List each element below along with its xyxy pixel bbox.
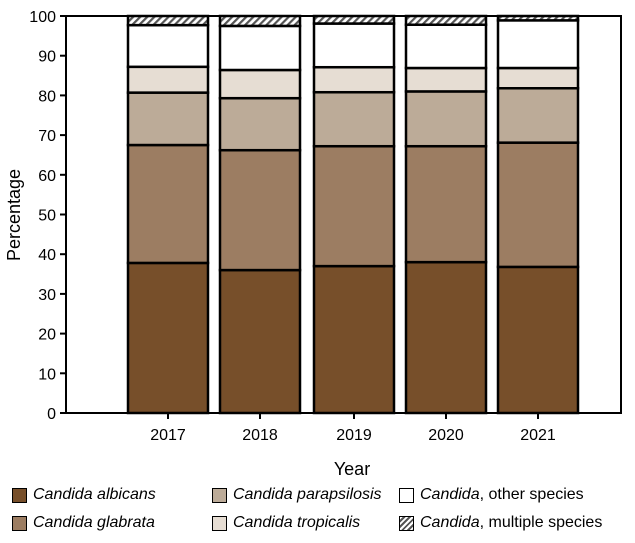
- bar-segment: [218, 148, 302, 272]
- legend-label: Candida albicans: [33, 486, 156, 503]
- bar-segment: [126, 91, 210, 147]
- legend-label: Candida parapsilosis: [233, 486, 382, 503]
- bar-segment: [496, 19, 580, 70]
- legend-item: Candida albicans: [12, 486, 156, 504]
- bar-segment: [218, 96, 302, 152]
- x-tick-label: 2019: [336, 427, 372, 444]
- legend-item: Candida parapsilosis: [212, 486, 382, 504]
- bar-segment: [126, 261, 210, 415]
- y-tick-label: 60: [38, 168, 56, 185]
- x-tick-label: 2018: [242, 427, 278, 444]
- legend-label-suffix: , other species: [479, 486, 584, 503]
- x-tick-label: 2021: [520, 427, 556, 444]
- bar-segment: [404, 23, 488, 70]
- stacked-bar-chart: Percentage Year 2017 2018 2019 2020 2021 0 10 2…: [4, 9, 622, 479]
- bar-segment: [404, 90, 488, 148]
- bar-segment: [312, 22, 396, 69]
- bar-segment: [496, 87, 580, 144]
- bar-segment: [496, 141, 580, 269]
- bar-segment: [126, 14, 210, 27]
- bar-segment: [404, 66, 488, 93]
- legend-item: Candida, multiple species: [399, 514, 602, 532]
- bar-segment: [312, 14, 396, 25]
- legend-label: Candida tropicalis: [233, 514, 361, 531]
- bar-segment: [218, 268, 302, 415]
- legend-label-suffix: , multiple species: [479, 514, 603, 531]
- legend-swatch: [12, 515, 27, 531]
- y-tick-label: 30: [38, 287, 56, 304]
- y-tick-label: 50: [38, 208, 56, 225]
- y-tick-label: 70: [38, 128, 56, 145]
- bar-segment: [218, 14, 302, 28]
- legend-label: Candida: [420, 514, 480, 531]
- legend-swatch: [399, 487, 414, 503]
- plot-frame: [65, 15, 622, 414]
- bar-segment: [312, 144, 396, 268]
- legend-item: Candida, other species: [399, 486, 584, 504]
- y-tick-label: 20: [38, 327, 56, 344]
- bar-segment: [312, 90, 396, 148]
- bar-segment: [496, 66, 580, 90]
- bar-segment: [312, 65, 396, 94]
- y-tick-label: 40: [38, 247, 56, 264]
- bar-segment: [404, 14, 488, 26]
- x-tick-label: 2017: [150, 427, 186, 444]
- y-tick-label: 10: [38, 366, 56, 383]
- legend-swatch: [12, 487, 27, 503]
- y-tick-label: 90: [38, 49, 56, 66]
- legend-item: Candida tropicalis: [212, 514, 360, 532]
- y-tick-label: 100: [29, 9, 56, 26]
- x-axis-label: Year: [334, 459, 370, 479]
- y-axis-label: Percentage: [4, 169, 24, 261]
- bar-segment: [496, 265, 580, 415]
- y-tick-label: 80: [38, 88, 56, 105]
- bar-segment: [218, 68, 302, 100]
- bar-segment: [404, 144, 488, 264]
- legend-label: Candida: [420, 486, 480, 503]
- bar-segment: [218, 24, 302, 72]
- bar-segment: [312, 264, 396, 415]
- legend-swatch: [399, 515, 414, 531]
- bar-segment: [126, 23, 210, 69]
- legend-item: Candida glabrata: [12, 514, 155, 532]
- bar-segment: [126, 143, 210, 265]
- legend-swatch: [212, 487, 227, 503]
- legend-swatch: [212, 515, 227, 531]
- y-tick-label: 0: [47, 406, 56, 423]
- x-tick-label: 2020: [428, 427, 464, 444]
- bar-segment: [404, 260, 488, 415]
- legend-label: Candida glabrata: [33, 514, 155, 531]
- bar-segment: [126, 65, 210, 94]
